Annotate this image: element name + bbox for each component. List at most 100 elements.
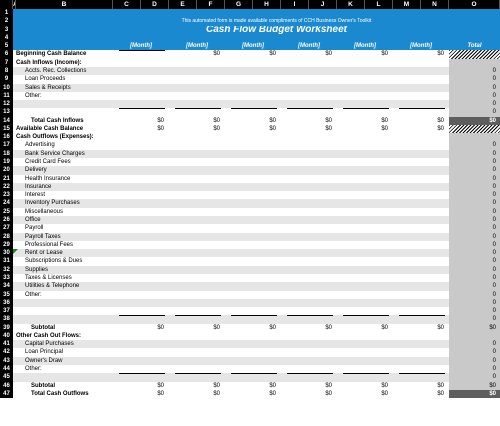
row-number[interactable]: 3: [0, 25, 13, 34]
row-number[interactable]: 38: [0, 315, 13, 324]
month-value-cell[interactable]: [393, 175, 449, 183]
month-value-cell[interactable]: [337, 83, 393, 92]
month-header[interactable]: [Month]: [298, 43, 320, 50]
row-number[interactable]: 40: [0, 331, 13, 341]
month-value-cell[interactable]: $0: [281, 390, 337, 399]
month-value-cell[interactable]: [113, 224, 169, 232]
month-value-cell[interactable]: [281, 257, 337, 265]
month-value-cell[interactable]: [113, 75, 169, 83]
month-value-cell[interactable]: [225, 75, 281, 83]
month-value-cell[interactable]: [281, 166, 337, 175]
column-header-i[interactable]: I: [281, 0, 309, 9]
row-label[interactable]: Sales & Receipts: [13, 83, 113, 92]
month-value-cell[interactable]: [225, 216, 281, 225]
month-value-cell[interactable]: [337, 365, 393, 373]
month-value-cell[interactable]: [225, 59, 281, 67]
row-label[interactable]: Utilities & Telephone: [13, 282, 113, 291]
month-value-cell[interactable]: [281, 365, 337, 373]
month-value-cell[interactable]: [225, 199, 281, 208]
month-value-cell[interactable]: [169, 149, 225, 159]
row-label[interactable]: Subtotal: [31, 324, 55, 331]
column-header-f[interactable]: F: [197, 0, 225, 9]
month-value-cell[interactable]: [337, 257, 393, 265]
month-value-cell[interactable]: [281, 59, 337, 67]
month-value-cell[interactable]: [393, 100, 449, 109]
month-value-cell[interactable]: [113, 133, 169, 141]
month-value-cell[interactable]: [113, 50, 169, 58]
column-header-n[interactable]: N: [421, 0, 449, 9]
row-label[interactable]: [13, 100, 113, 109]
month-value-cell[interactable]: [393, 257, 449, 265]
month-value-cell[interactable]: $0: [281, 324, 337, 332]
row-label[interactable]: Taxes & Licenses: [25, 274, 72, 281]
month-value-cell[interactable]: [169, 365, 225, 373]
month-value-cell[interactable]: [225, 191, 281, 199]
row-label[interactable]: Rent or Lease: [13, 249, 113, 258]
month-value-cell[interactable]: [337, 158, 393, 166]
month-value-cell[interactable]: [281, 307, 337, 315]
month-value-cell[interactable]: $0: [281, 382, 337, 390]
row-number[interactable]: 41: [0, 340, 13, 349]
month-value-cell[interactable]: [337, 141, 393, 149]
month-value-cell[interactable]: [281, 332, 337, 340]
month-value-cell[interactable]: [113, 92, 169, 100]
month-value-cell[interactable]: [281, 75, 337, 83]
row-label[interactable]: Payroll Taxes: [13, 232, 113, 241]
row-label[interactable]: Bank Service Charges: [13, 149, 113, 159]
row-label[interactable]: Insurance: [13, 182, 113, 192]
month-value-cell[interactable]: [113, 340, 169, 349]
row-label[interactable]: Owner's Draw: [13, 356, 113, 366]
month-value-cell[interactable]: [113, 216, 169, 225]
month-value-cell[interactable]: [393, 224, 449, 232]
month-value-cell[interactable]: [169, 265, 225, 274]
month-value-cell[interactable]: $0: [337, 117, 393, 125]
row-number[interactable]: 1: [0, 9, 13, 18]
month-value-cell[interactable]: [225, 298, 281, 308]
month-value-cell[interactable]: [281, 108, 337, 116]
month-value-cell[interactable]: [337, 59, 393, 67]
column-header-b[interactable]: B: [16, 0, 113, 9]
row-number[interactable]: 30: [0, 249, 13, 258]
month-value-cell[interactable]: [225, 166, 281, 175]
row-label[interactable]: Available Cash Balance: [16, 125, 84, 132]
row-label[interactable]: Professional Fees: [25, 241, 74, 248]
month-value-cell[interactable]: [281, 100, 337, 109]
row-number[interactable]: 27: [0, 224, 13, 233]
row-number[interactable]: 35: [0, 290, 13, 299]
month-value-cell[interactable]: [113, 141, 169, 149]
month-value-cell[interactable]: [281, 373, 337, 382]
month-value-cell[interactable]: [169, 66, 225, 76]
month-value-cell[interactable]: [113, 282, 169, 291]
month-value-cell[interactable]: $0: [113, 125, 169, 134]
row-number[interactable]: 13: [0, 108, 13, 117]
month-value-cell[interactable]: $0: [113, 382, 169, 390]
month-value-cell[interactable]: [169, 224, 225, 232]
month-value-cell[interactable]: [169, 191, 225, 199]
month-value-cell[interactable]: [225, 182, 281, 192]
month-value-cell[interactable]: [393, 265, 449, 274]
row-label[interactable]: Subscriptions & Dues: [25, 258, 83, 265]
row-number[interactable]: 37: [0, 307, 13, 316]
month-value-cell[interactable]: [169, 166, 225, 175]
month-value-cell[interactable]: [281, 133, 337, 141]
row-label[interactable]: [13, 307, 113, 315]
row-label[interactable]: Interest: [25, 192, 46, 199]
month-value-cell[interactable]: [281, 83, 337, 92]
row-label[interactable]: Cash Outflows (Expenses):: [16, 134, 94, 141]
month-value-cell[interactable]: [169, 298, 225, 308]
row-label[interactable]: Other:: [25, 366, 42, 373]
month-value-cell[interactable]: [169, 175, 225, 183]
month-value-cell[interactable]: [393, 191, 449, 199]
month-value-cell[interactable]: [113, 257, 169, 265]
month-value-cell[interactable]: [281, 66, 337, 76]
month-value-cell[interactable]: $0: [169, 117, 225, 125]
month-value-cell[interactable]: [337, 241, 393, 249]
month-value-cell[interactable]: [113, 315, 169, 324]
month-value-cell[interactable]: [169, 257, 225, 265]
month-value-cell[interactable]: [113, 108, 169, 116]
row-label[interactable]: Subtotal: [31, 382, 55, 389]
month-value-cell[interactable]: [225, 224, 281, 232]
row-number[interactable]: 12: [0, 100, 13, 109]
month-value-cell[interactable]: [281, 175, 337, 183]
month-value-cell[interactable]: [281, 182, 337, 192]
